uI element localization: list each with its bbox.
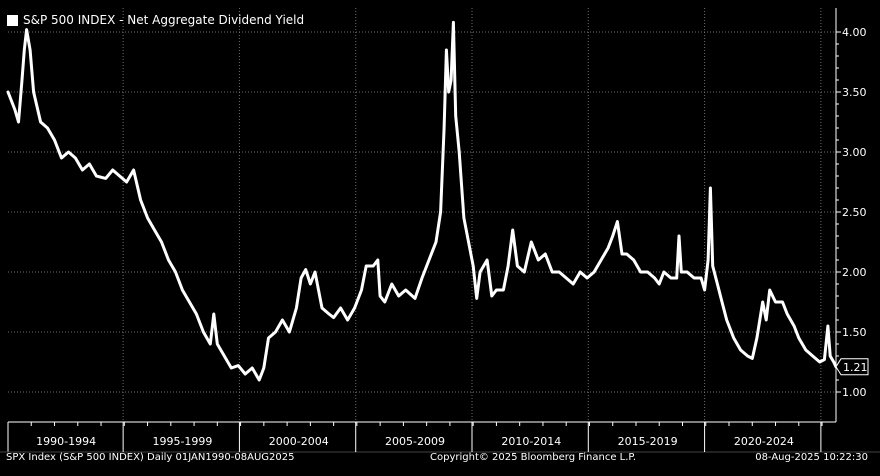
x-axis: 1990-1994 1995-1999 2000-2004 2005-2009 2010…: [7, 422, 823, 452]
chart-title: S&P 500 INDEX - Net Aggregate Dividend Y…: [23, 13, 305, 27]
legend-swatch: [7, 14, 18, 26]
footer-security: SPX Index (S&P 500 INDEX) Daily 01JAN199…: [6, 452, 295, 463]
series-line: [6, 20, 838, 382]
x-tick-label: 2010-2014: [501, 435, 561, 448]
y-tick-label: 4.00: [842, 26, 867, 39]
y-axis: 1.00 1.50 2.00 2.50 3.00 3.50 4.00 1.21: [835, 26, 869, 399]
x-tick-label: 1990-1994: [36, 435, 96, 448]
y-tick-label: 2.00: [842, 266, 867, 279]
y-tick-label: 3.00: [842, 146, 867, 159]
chart-frame: [0, 8, 880, 453]
footer-timestamp: 08-Aug-2025 10:22:30: [755, 452, 868, 463]
x-tick-label: 1995-1999: [152, 435, 212, 448]
x-tick-label: 2020-2024: [734, 435, 794, 448]
x-tick-label: 2000-2004: [269, 435, 329, 448]
last-value-label: 1.21: [843, 361, 868, 374]
last-value-tag: [835, 358, 869, 376]
series-layer: [6, 20, 838, 382]
x-tick-label: 2005-2009: [385, 435, 445, 448]
y-tick-label: 2.50: [842, 206, 867, 219]
y-tick-label: 1.50: [842, 326, 867, 339]
grid-lines: [8, 8, 836, 422]
legend: S&P 500 INDEX - Net Aggregate Dividend Y…: [7, 11, 304, 29]
y-tick-label: 1.00: [842, 386, 867, 399]
footer-copyright: Copyright© 2025 Bloomberg Finance L.P.: [430, 452, 637, 463]
x-tick-label: 2015-2019: [618, 435, 678, 448]
y-tick-label: 3.50: [842, 86, 867, 99]
